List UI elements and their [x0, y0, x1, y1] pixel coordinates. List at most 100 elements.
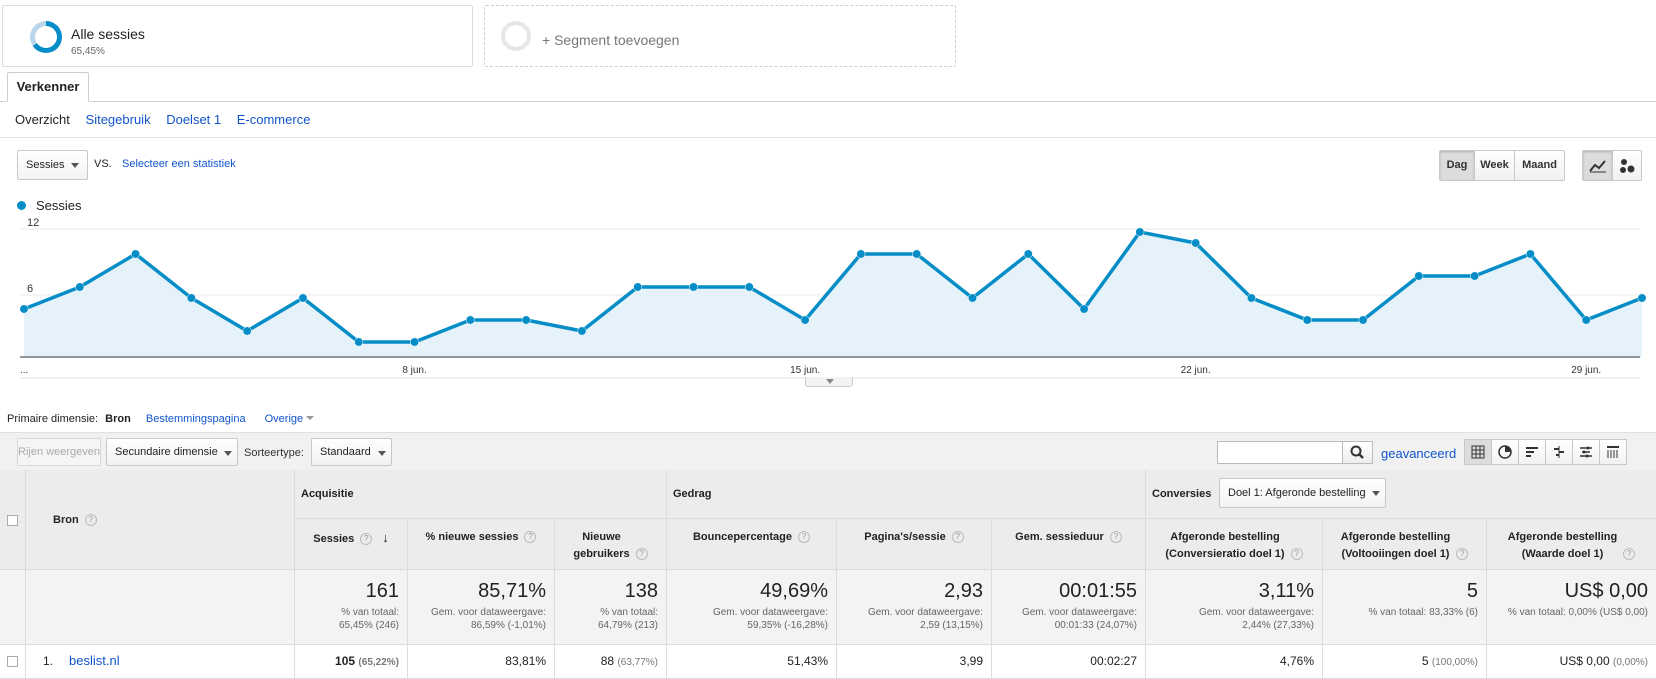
- column-header-pages-per-session[interactable]: Pagina's/sessie?: [837, 519, 992, 570]
- help-icon[interactable]: ?: [524, 531, 537, 543]
- table-row-cell-goal1-completions: 5 (100,00%): [1323, 645, 1487, 679]
- help-icon[interactable]: ?: [1290, 548, 1303, 560]
- tab-divider: [0, 101, 1656, 102]
- help-icon[interactable]: ?: [1109, 531, 1122, 543]
- motion-chart-button[interactable]: [1612, 150, 1642, 181]
- goal-select[interactable]: Doel 1: Afgeronde bestelling: [1219, 478, 1386, 508]
- column-header-pages-per-session-label: Pagina's/sessie: [864, 531, 946, 543]
- y-tick-label: 12: [27, 217, 39, 229]
- table-row-cell-pages-per-session-wrap: 3,99: [960, 654, 983, 668]
- help-icon[interactable]: ?: [84, 514, 97, 526]
- data-point: [1358, 315, 1368, 325]
- subtab-overview[interactable]: Overzicht: [15, 112, 70, 127]
- column-header-bounce-rate[interactable]: Bouncepercentage?: [667, 519, 837, 570]
- period-month-button[interactable]: Maand: [1514, 150, 1565, 181]
- view-term-cloud-button[interactable]: [1572, 439, 1600, 465]
- tab-explorer[interactable]: Verkenner: [7, 72, 89, 102]
- group-acquisition-title: Acquisitie: [301, 488, 354, 500]
- column-header-new-users[interactable]: Nieuwe gebruikers?: [555, 519, 667, 570]
- column-header-goal1-conversion-rate[interactable]: Afgeronde bestelling (Conversieratio doe…: [1146, 519, 1323, 570]
- select-all-checkbox[interactable]: [7, 515, 18, 526]
- help-icon[interactable]: ?: [951, 531, 964, 543]
- total-new-sessions-pct-value: 85,71%: [478, 580, 546, 602]
- add-segment-card[interactable]: + Segment toevoegen: [484, 5, 956, 67]
- x-tick-label: 15 jun.: [790, 365, 820, 376]
- row-source-link[interactable]: beslist.nl: [69, 653, 120, 668]
- data-table: Bron? Acquisitie Gedrag Conversies Doel …: [0, 470, 1656, 679]
- sort-descending-icon[interactable]: ↓: [382, 530, 389, 545]
- sort-type-select[interactable]: Standaard: [311, 438, 392, 466]
- data-point: [1470, 271, 1480, 281]
- view-table-button[interactable]: [1464, 439, 1492, 465]
- data-point: [1414, 271, 1424, 281]
- data-point: [131, 249, 141, 259]
- pivot-icon: [1607, 446, 1619, 458]
- row-checkbox-cell: [0, 645, 26, 679]
- row-value: 3,99: [959, 654, 983, 668]
- help-icon[interactable]: ?: [360, 533, 373, 545]
- data-point: [1191, 238, 1201, 248]
- total-pages-per-session: 2,93 Gem. voor dataweergave: 2,59 (13,15…: [837, 570, 992, 645]
- segment-title: Alle sessies: [71, 26, 145, 42]
- column-header-goal1-completions[interactable]: Afgeronde bestelling (Voltooiingen doel …: [1323, 519, 1487, 570]
- view-performance-button[interactable]: [1518, 439, 1546, 465]
- column-header-goal1-value[interactable]: Afgeronde bestelling (Waarde doel 1)?: [1487, 519, 1656, 570]
- primary-dimension-landing-page[interactable]: Bestemmingspagina: [145, 413, 246, 425]
- table-row-cell-bounce-rate-wrap: 51,43%: [787, 654, 828, 668]
- metric-select[interactable]: Sessies: [17, 150, 88, 180]
- group-behavior: Gedrag: [667, 470, 1146, 519]
- plot-rows-button[interactable]: Rijen weergeven: [17, 438, 101, 466]
- view-pivot-button[interactable]: [1599, 439, 1627, 465]
- sessions-area: [24, 232, 1642, 357]
- line-chart-button[interactable]: [1582, 150, 1613, 181]
- row-value: 5: [1421, 654, 1429, 668]
- select-comparison-metric-link[interactable]: Selecteer een statistiek: [122, 158, 236, 170]
- search-button[interactable]: [1342, 441, 1373, 464]
- data-point: [354, 337, 364, 347]
- subtab-goal-set-1[interactable]: Doelset 1: [166, 112, 222, 127]
- column-header-goal1-value-label: Afgeronde bestelling (Waarde doel 1): [1507, 531, 1618, 560]
- table-row-cell-avg-session-duration-wrap: 00:02:27: [1090, 654, 1137, 668]
- subtab-ecommerce[interactable]: E-commerce: [236, 112, 311, 127]
- segment-card-all-sessions[interactable]: Alle sessies 65,45%: [2, 5, 473, 67]
- select-all-cell: [0, 470, 26, 570]
- column-header-avg-session-duration[interactable]: Gem. sessieduur?: [992, 519, 1146, 570]
- chart-collapse-handle[interactable]: [805, 377, 853, 387]
- data-point: [1525, 249, 1535, 259]
- primary-dimension-other[interactable]: Overige: [265, 413, 315, 425]
- view-pie-button[interactable]: [1491, 439, 1519, 465]
- column-header-new-users-label: Nieuwe gebruikers: [573, 531, 630, 560]
- metric-select-value: Sessies: [26, 159, 65, 171]
- group-conversions-title: Conversies: [1152, 488, 1212, 500]
- goal-select-value: Doel 1: Afgeronde bestelling: [1228, 487, 1366, 499]
- empty-segment-icon: [501, 21, 531, 51]
- total-goal1-value-value: US$ 0,00: [1564, 580, 1648, 602]
- chevron-down-icon: [306, 416, 315, 420]
- advanced-filter-link[interactable]: geavanceerd: [1381, 446, 1457, 461]
- row-percentage: (65,22%): [358, 657, 399, 668]
- sessions-line: [23, 230, 1643, 344]
- help-icon[interactable]: ?: [1623, 548, 1636, 560]
- help-icon[interactable]: ?: [1456, 548, 1469, 560]
- sessions-line-chart[interactable]: 6 12... 8 jun. 15 jun. 22 jun. 29 jun.: [0, 210, 1656, 380]
- table-row-cell-new-sessions-pct: 83,81%: [408, 645, 555, 679]
- explorer-subtabs: Overzicht Sitegebruik Doelset 1 E-commer…: [15, 112, 322, 127]
- data-point: [633, 282, 643, 292]
- column-header-bounce-rate-wrap: Bouncepercentage?: [667, 529, 836, 546]
- total-goal1-completions: 5 % van totaal: 83,33% (6): [1323, 570, 1487, 645]
- total-sessions-value: 161: [365, 580, 399, 602]
- help-icon[interactable]: ?: [635, 548, 648, 560]
- period-day-button[interactable]: Dag: [1439, 150, 1475, 181]
- dimension-header[interactable]: Bron?: [26, 470, 295, 570]
- search-icon: [1350, 445, 1364, 459]
- view-comparison-button[interactable]: [1545, 439, 1573, 465]
- secondary-dimension-select[interactable]: Secundaire dimensie: [106, 438, 238, 466]
- period-week-button[interactable]: Week: [1474, 150, 1515, 181]
- row-checkbox[interactable]: [7, 656, 18, 667]
- dimension-header-label: Bron: [53, 514, 79, 526]
- data-point: [1246, 293, 1256, 303]
- column-header-sessions[interactable]: Sessies? ↓: [295, 519, 408, 570]
- subtab-site-usage[interactable]: Sitegebruik: [85, 112, 151, 127]
- help-icon[interactable]: ?: [798, 531, 811, 543]
- column-header-new-sessions-pct[interactable]: % nieuwe sessies?: [408, 519, 555, 570]
